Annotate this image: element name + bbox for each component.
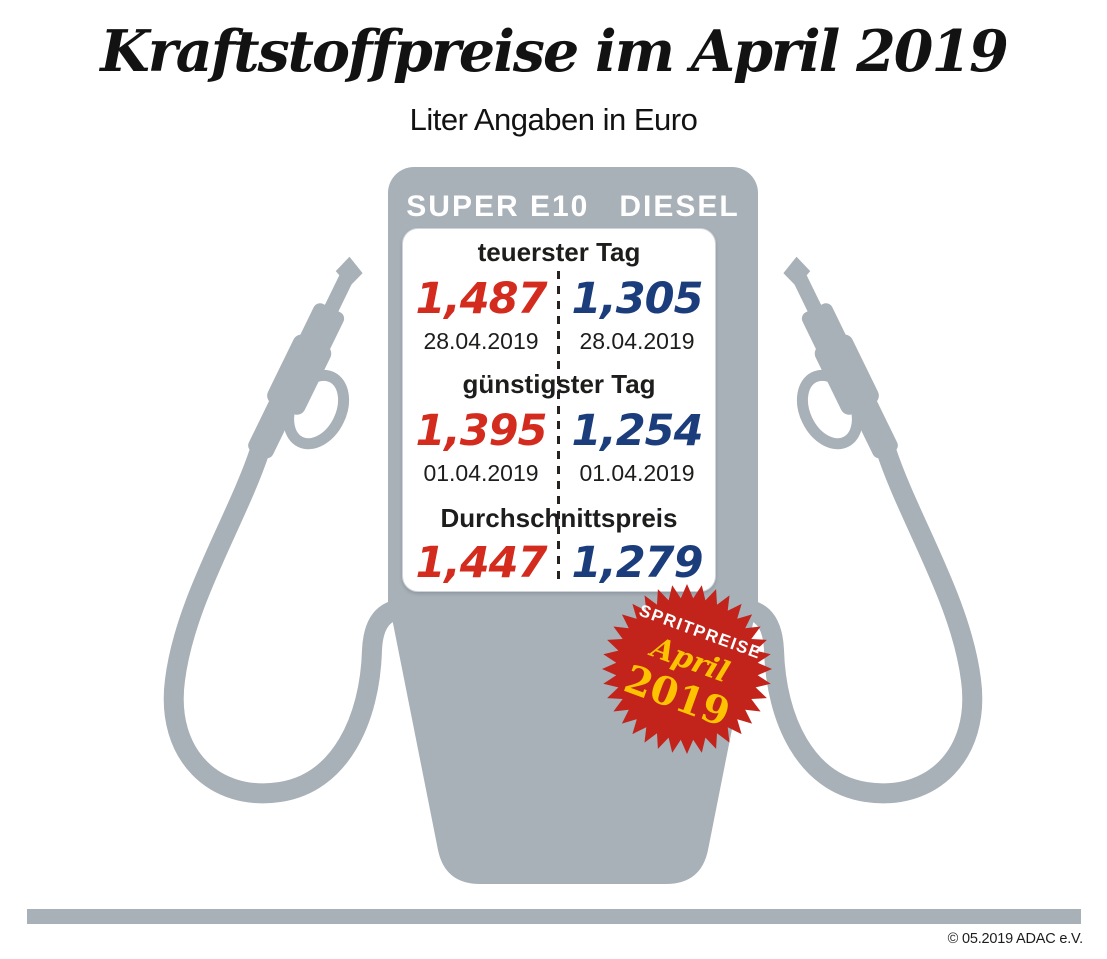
right-nozzle-icon bbox=[741, 251, 905, 480]
diesel-price-avg: 1,279 bbox=[571, 538, 703, 588]
diesel-price-max: 1,305 bbox=[571, 274, 703, 324]
super-e10-date-max: 28.04.2019 bbox=[423, 328, 539, 354]
starburst-icon bbox=[602, 584, 772, 754]
price-panel: teuerster Tag 1,487 1,305 28.04.2019 28.… bbox=[402, 228, 716, 592]
right-hose bbox=[740, 440, 983, 804]
diesel-date-max: 28.04.2019 bbox=[579, 328, 695, 354]
copyright-text: © 05.2019 ADAC e.V. bbox=[947, 931, 1084, 947]
left-hose bbox=[163, 440, 406, 804]
page-title: Kraftstoffpreise im April 2019 bbox=[100, 18, 1009, 85]
footer-bar bbox=[27, 909, 1081, 924]
diesel-price-min: 1,254 bbox=[571, 406, 703, 456]
section-label-guenstigster-tag: günstigster Tag bbox=[462, 369, 656, 399]
left-nozzle-icon bbox=[241, 251, 405, 480]
section-label-teuerster-tag: teuerster Tag bbox=[477, 237, 641, 267]
fuel-type-header: SUPER E10 DIESEL bbox=[388, 190, 758, 224]
super-e10-price-max: 1,487 bbox=[415, 274, 547, 324]
column-header-diesel: DIESEL bbox=[619, 190, 740, 223]
dashed-divider bbox=[557, 271, 560, 581]
diesel-date-min: 01.04.2019 bbox=[579, 460, 695, 486]
page-subtitle: Liter Angaben in Euro bbox=[409, 102, 698, 137]
column-header-super-e10: SUPER E10 bbox=[406, 190, 590, 223]
date-row: 01.04.2019 01.04.2019 bbox=[403, 459, 715, 487]
super-e10-price-min: 1,395 bbox=[415, 406, 547, 456]
super-e10-price-avg: 1,447 bbox=[415, 538, 547, 588]
super-e10-date-min: 01.04.2019 bbox=[423, 460, 539, 486]
section-label-durchschnittspreis: Durchschnittspreis bbox=[440, 503, 678, 533]
price-row: 1,487 1,305 bbox=[403, 273, 715, 325]
date-row: 28.04.2019 28.04.2019 bbox=[403, 327, 715, 355]
spritpreise-badge: SPRITPREISE April 2019 bbox=[587, 569, 787, 769]
price-row: 1,447 1,279 bbox=[403, 537, 715, 589]
price-row: 1,395 1,254 bbox=[403, 405, 715, 457]
